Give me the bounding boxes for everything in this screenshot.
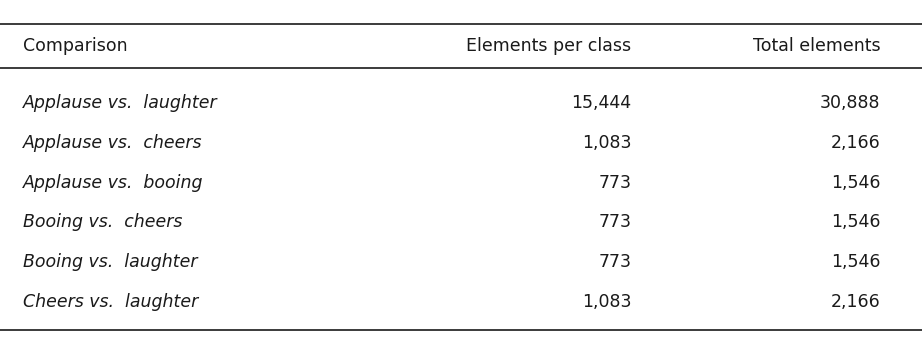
Text: Applause vs.  laughter: Applause vs. laughter xyxy=(23,94,218,112)
Text: 1,546: 1,546 xyxy=(831,253,881,271)
Text: 1,546: 1,546 xyxy=(831,214,881,231)
Text: 1,546: 1,546 xyxy=(831,174,881,191)
Text: 2,166: 2,166 xyxy=(831,293,881,311)
Text: 1,083: 1,083 xyxy=(582,293,632,311)
Text: Applause vs.  booing: Applause vs. booing xyxy=(23,174,204,191)
Text: 1,083: 1,083 xyxy=(582,134,632,152)
Text: 30,888: 30,888 xyxy=(820,94,881,112)
Text: 773: 773 xyxy=(598,253,632,271)
Text: 2,166: 2,166 xyxy=(831,134,881,152)
Text: 773: 773 xyxy=(598,174,632,191)
Text: 773: 773 xyxy=(598,214,632,231)
Text: Elements per class: Elements per class xyxy=(467,37,632,55)
Text: 15,444: 15,444 xyxy=(572,94,632,112)
Text: Booing vs.  cheers: Booing vs. cheers xyxy=(23,214,183,231)
Text: Applause vs.  cheers: Applause vs. cheers xyxy=(23,134,203,152)
Text: Booing vs.  laughter: Booing vs. laughter xyxy=(23,253,197,271)
Text: Comparison: Comparison xyxy=(23,37,127,55)
Text: Cheers vs.  laughter: Cheers vs. laughter xyxy=(23,293,198,311)
Text: Total elements: Total elements xyxy=(753,37,881,55)
